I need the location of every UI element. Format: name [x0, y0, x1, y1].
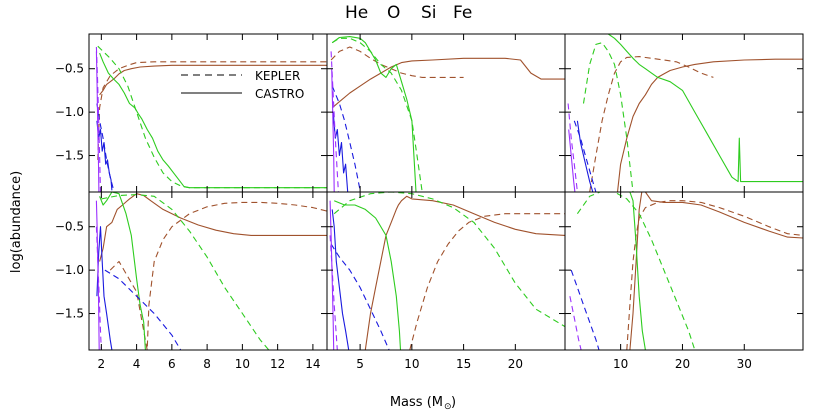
series-fe-solid [568, 129, 576, 192]
series-group [95, 192, 327, 350]
y-tick-label: −1.5 [55, 307, 84, 321]
series-fe-solid [95, 51, 100, 192]
series-o-dashed [97, 45, 327, 189]
x-tick-label: 8 [203, 357, 211, 371]
x-tick-label: 10 [613, 357, 628, 371]
x-axis-label-close: ) [451, 395, 456, 410]
panel-frame [88, 33, 328, 193]
series-fe-solid [331, 68, 335, 192]
series-o-solid [620, 192, 646, 350]
series-he-solid [99, 64, 327, 96]
header-fe-label: Fe [453, 3, 472, 23]
series-group [567, 34, 803, 192]
panel-top-right [564, 33, 804, 193]
series-si-solid [331, 209, 350, 350]
series-group [329, 192, 565, 350]
series-he-dashed [589, 56, 714, 192]
x-tick-label: 2 [98, 357, 106, 371]
x-tick-label: 15 [456, 357, 471, 371]
y-tick-label: −1.0 [55, 263, 84, 277]
series-si-dashed [573, 120, 597, 192]
series-fe-solid [329, 200, 335, 350]
panel-grid: −0.5 −1.0 −1.5 −0.5 −1.0 −1.5 2 4 6 8 10 12 14 5 10 15 2… [55, 33, 804, 371]
series-si-dashed [96, 103, 115, 191]
y-tick-label: −1.5 [55, 149, 84, 163]
series-he-solid [364, 195, 565, 350]
series-he-solid [629, 192, 803, 350]
x-tick-label: 20 [675, 357, 690, 371]
line-style-legend: KEPLER CASTRO [181, 69, 304, 101]
series-group [95, 45, 327, 192]
series-si-dashed [330, 243, 390, 350]
x-tick-label: 5 [356, 357, 364, 371]
header-si-label: Si [421, 3, 437, 23]
series-group [330, 36, 565, 192]
series-fe-dashed [567, 103, 578, 192]
series-o-dashed [582, 42, 634, 192]
y-tick-label: −0.5 [55, 220, 84, 234]
series-fe-dashed [569, 296, 582, 350]
series-he-dashed [109, 201, 327, 350]
panel-bottom-middle: 5 10 15 20 [326, 191, 566, 371]
x-tick-label: 10 [235, 357, 250, 371]
series-o-dashed [333, 192, 565, 328]
x-tick-label: 4 [133, 357, 141, 371]
x-tick-label: 30 [737, 357, 752, 371]
series-o-solid [99, 192, 146, 350]
series-o-solid [333, 200, 402, 350]
series-o-dashed [101, 194, 270, 350]
x-tick-label: 10 [404, 357, 419, 371]
panel-frame [564, 33, 804, 193]
x-tick-label: 14 [305, 357, 320, 371]
x-tick-label: 20 [508, 357, 523, 371]
panel-frame [326, 191, 566, 351]
panel-top-left: −0.5 −1.0 −1.5 [55, 33, 328, 193]
series-he-solid [331, 57, 565, 109]
series-group [569, 192, 803, 350]
x-axis-label-main: Mass (M [390, 395, 443, 410]
x-axis-label-sub: ⊙ [444, 402, 452, 412]
species-header: He O Si Fe [345, 3, 472, 23]
y-tick-label: −0.5 [55, 62, 84, 76]
series-fe-solid [95, 200, 100, 350]
series-he-dashed [97, 61, 327, 160]
panel-bottom-right: 10 20 30 [564, 191, 804, 371]
header-o-label: O [387, 3, 400, 23]
series-o-dashed [576, 192, 696, 350]
series-he-solid [616, 58, 803, 192]
panel-frame [326, 33, 566, 193]
panel-top-middle [326, 33, 566, 193]
series-o-solid [606, 34, 803, 183]
header-he-label: He [345, 3, 368, 23]
series-si-solid [96, 226, 113, 350]
x-axis-label: Mass (M [390, 395, 443, 410]
series-o-solid [331, 36, 417, 192]
series-si-dashed [570, 269, 600, 350]
y-axis-label: log(abundance) [9, 171, 24, 273]
y-tick-label: −1.0 [55, 105, 84, 119]
series-si-solid [576, 120, 594, 192]
series-si-solid [96, 120, 113, 191]
x-tick-label: 6 [168, 357, 176, 371]
series-o-solid [99, 52, 327, 189]
series-he-dashed [626, 200, 803, 350]
legend-kepler-label: KEPLER [255, 69, 300, 83]
series-si-dashed [331, 85, 361, 191]
series-he-dashed [409, 213, 565, 350]
series-he-dashed [330, 46, 464, 78]
series-si-dashed [104, 269, 182, 350]
series-o-dashed [331, 37, 423, 192]
legend-castro-label: CASTRO [255, 87, 304, 101]
x-tick-label: 12 [270, 357, 285, 371]
panel-bottom-left: −0.5 −1.0 −1.5 2 4 6 8 10 12 14 [55, 191, 328, 371]
panel-frame [564, 191, 804, 351]
